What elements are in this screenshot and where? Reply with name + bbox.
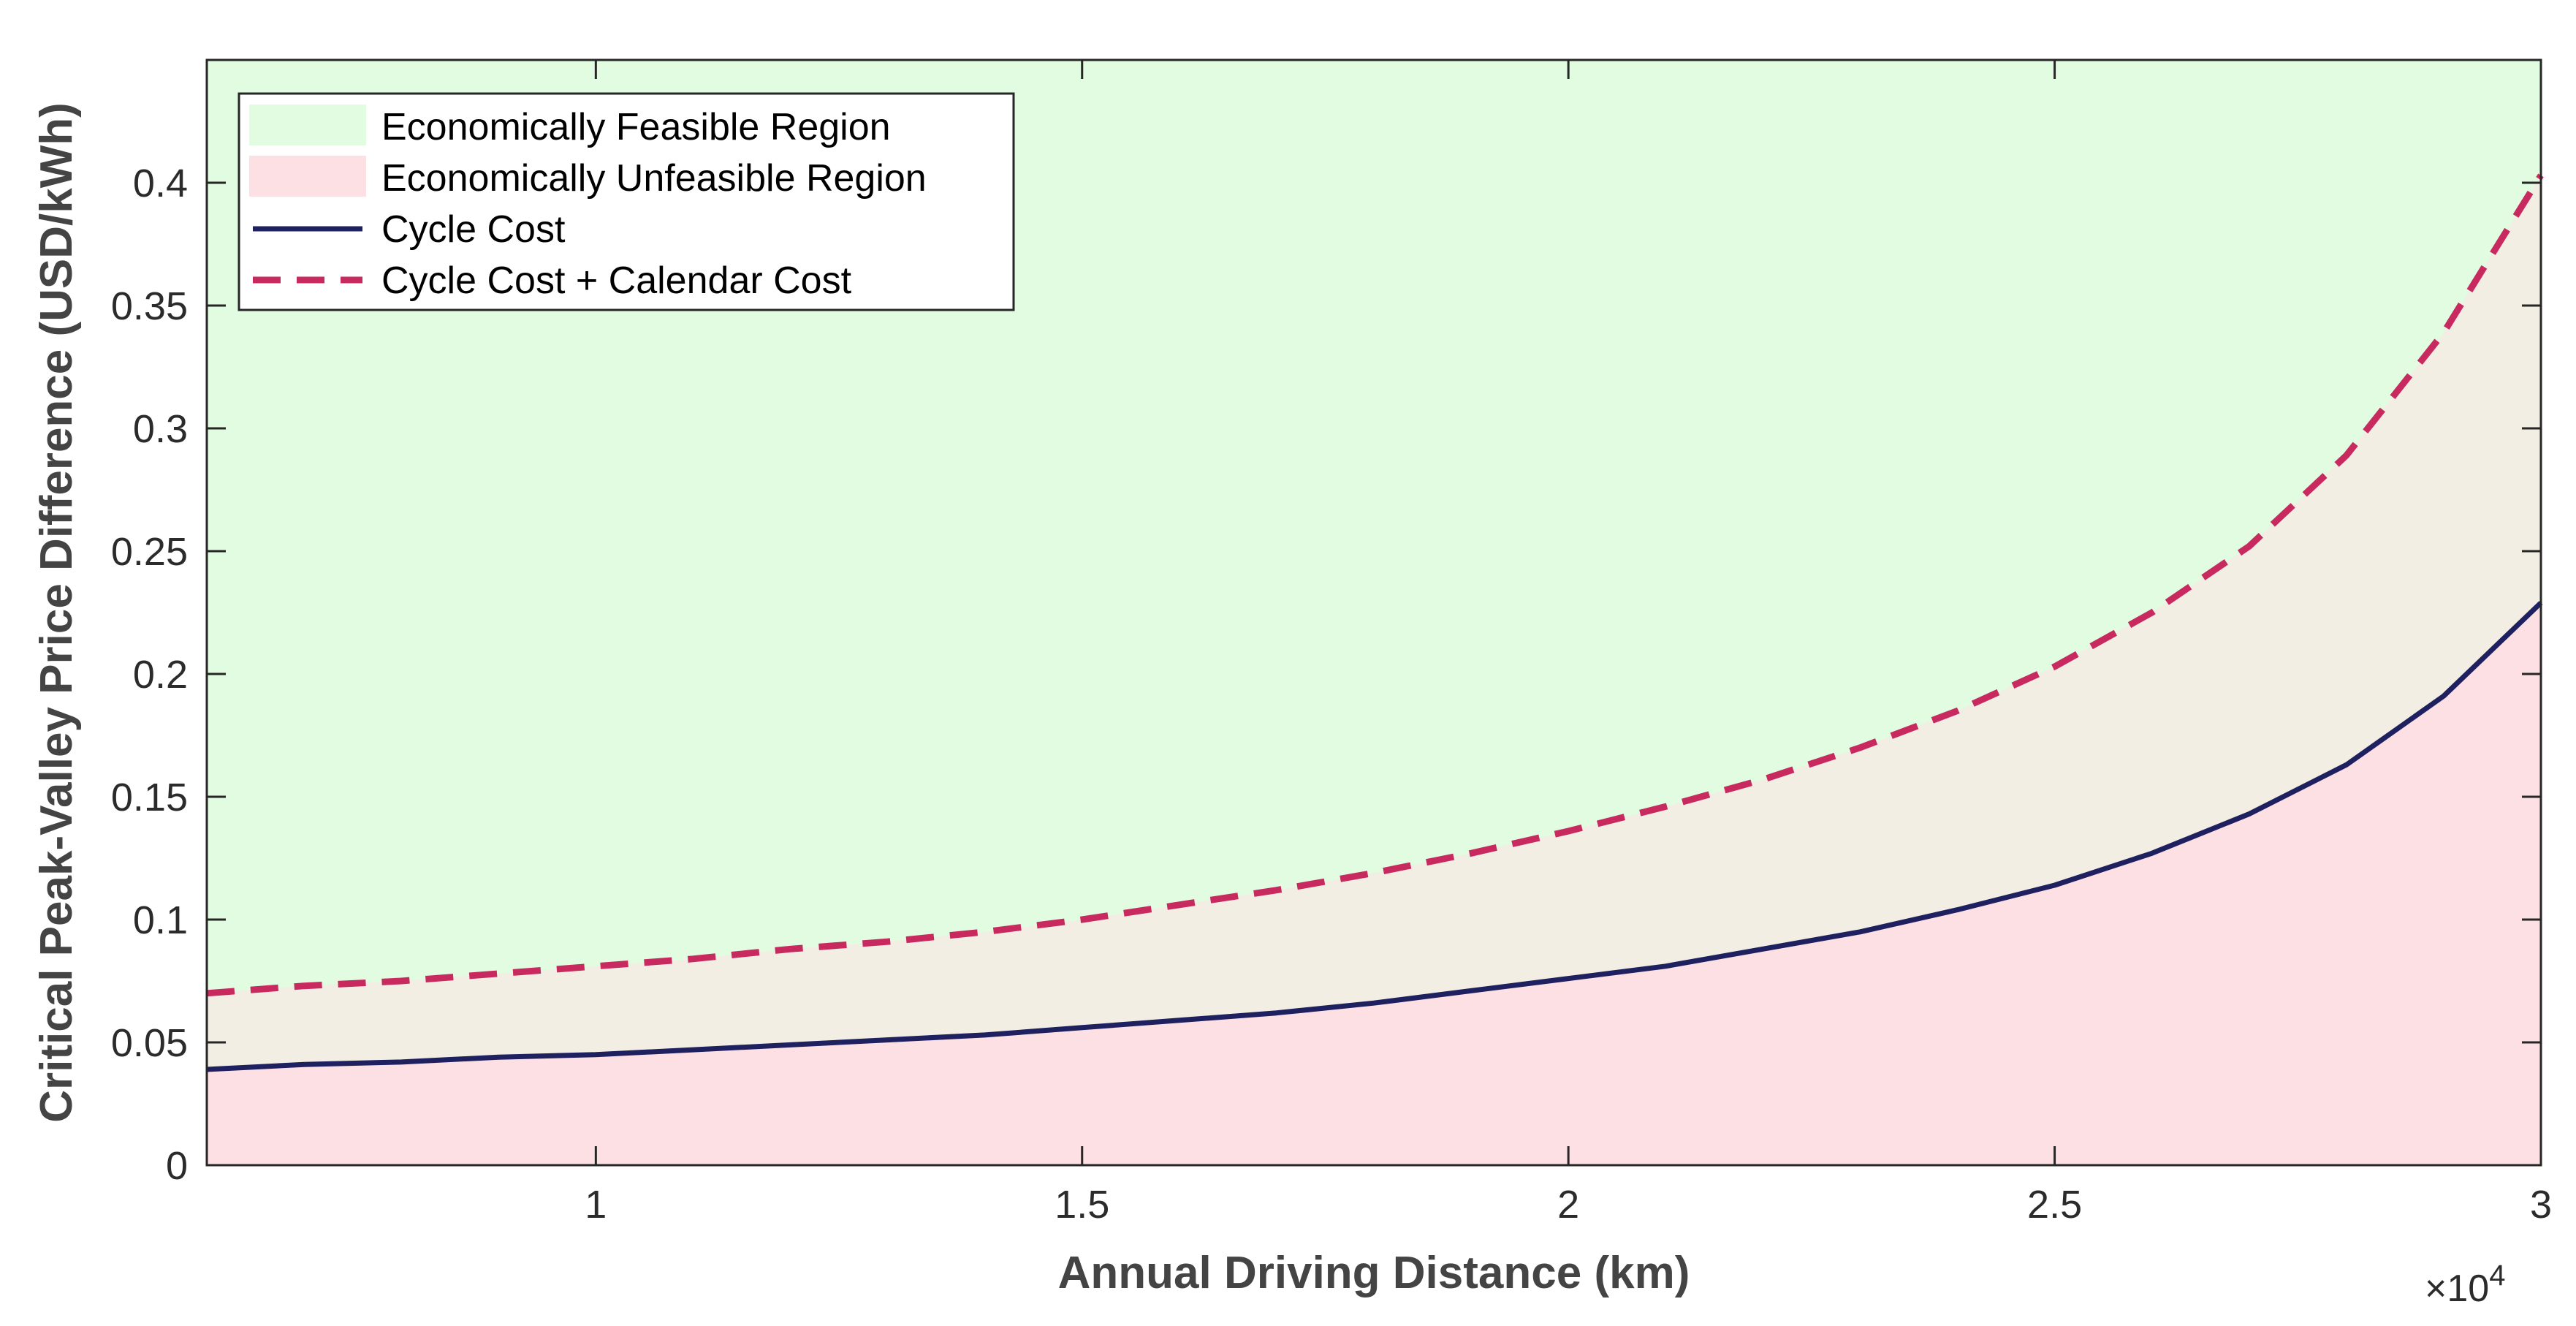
legend-label-cycle-calendar-cost: Cycle Cost + Calendar Cost <box>381 259 852 302</box>
legend-swatch-feasible <box>249 105 366 145</box>
y-tick-label: 0.4 <box>133 162 188 205</box>
legend-item-cycle-cost: Cycle Cost <box>253 208 566 251</box>
y-tick-label: 0.05 <box>111 1021 188 1065</box>
x-tick-label: 1.5 <box>1055 1183 1109 1227</box>
legend-box <box>238 92 1015 311</box>
legend: Economically Feasible Region Economicall… <box>238 92 1015 311</box>
legend-item-cycle-calendar-cost: Cycle Cost + Calendar Cost <box>253 259 852 302</box>
x-exponent-base: ×10 <box>2425 1268 2489 1310</box>
legend-label-cycle-cost: Cycle Cost <box>381 208 566 251</box>
y-tick-label: 0.1 <box>133 898 188 942</box>
legend-swatch-unfeasible <box>249 156 366 197</box>
legend-item-feasible: Economically Feasible Region <box>249 105 891 148</box>
series-layer <box>206 173 2544 1072</box>
x-tick-label: 3 <box>2530 1183 2552 1227</box>
axes-box <box>205 58 2542 1167</box>
x-tick-label: 2.5 <box>2027 1183 2082 1227</box>
y-axis: 0 0.05 0.1 0.15 0.2 0.25 0.3 0.35 0.4 <box>111 162 2541 1188</box>
y-tick-label: 0.25 <box>111 530 188 574</box>
y-axis-label: Critical Peak-Valley Price Difference (U… <box>31 102 82 1123</box>
legend-label-unfeasible: Economically Unfeasible Region <box>381 157 927 200</box>
y-tick-label: 0.2 <box>133 653 188 697</box>
y-tick-label: 0.3 <box>133 407 188 451</box>
y-tick-label: 0.15 <box>111 776 188 819</box>
x-axis-label: Annual Driving Distance (km) <box>1058 1248 1690 1298</box>
between-region <box>207 175 2541 1069</box>
y-tick-label: 0.35 <box>111 284 188 328</box>
series-line-cycle-cost <box>206 601 2543 1072</box>
legend-label-feasible: Economically Feasible Region <box>381 106 891 148</box>
x-exponent-power: 4 <box>2489 1259 2505 1292</box>
x-axis: 1 1.5 2 2.5 3 <box>585 60 2552 1227</box>
x-tick-label: 1 <box>585 1183 607 1227</box>
series-line-cycle-calendar-cost <box>206 173 2544 997</box>
x-tick-label: 2 <box>1557 1183 1579 1227</box>
legend-item-unfeasible: Economically Unfeasible Region <box>249 156 927 200</box>
y-tick-label: 0 <box>166 1144 188 1188</box>
x-exponent-label: ×104 <box>2425 1259 2505 1310</box>
unfeasible-region <box>207 602 2541 1165</box>
